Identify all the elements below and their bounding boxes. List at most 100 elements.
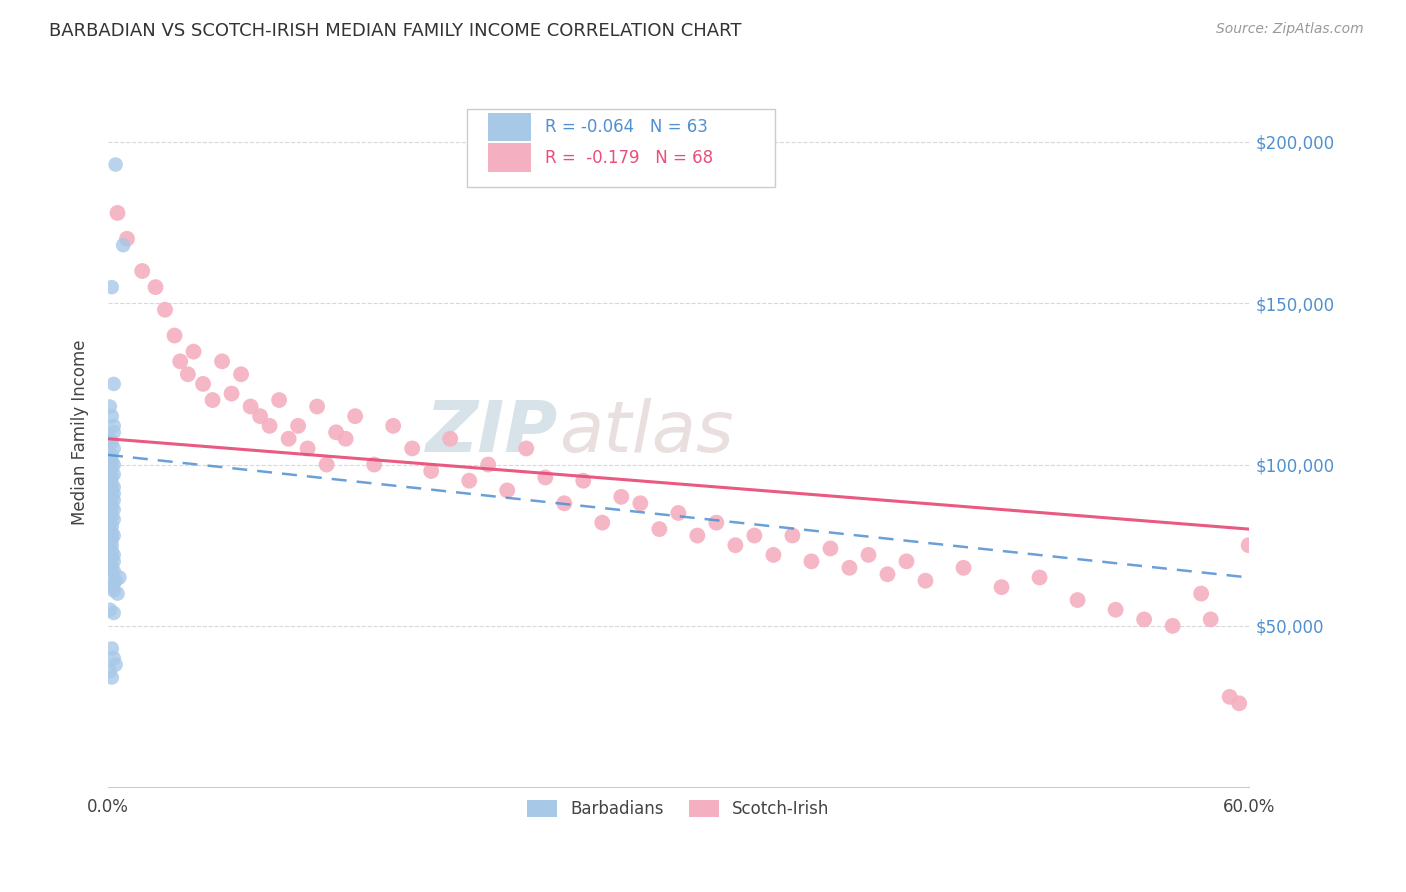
Point xyxy=(104,157,127,171)
Point xyxy=(98,490,121,504)
Point xyxy=(101,483,124,498)
Point xyxy=(98,506,121,520)
Text: atlas: atlas xyxy=(558,398,733,467)
Point xyxy=(103,467,125,482)
Point xyxy=(98,541,121,556)
Point xyxy=(628,496,651,510)
Point xyxy=(103,548,125,562)
Point xyxy=(103,577,125,591)
Point xyxy=(191,376,214,391)
Point xyxy=(98,558,121,572)
Point xyxy=(952,561,974,575)
Point xyxy=(666,506,689,520)
Point xyxy=(103,442,125,456)
Point xyxy=(104,574,127,588)
Point xyxy=(307,400,329,414)
Point xyxy=(98,451,121,466)
Point xyxy=(277,432,299,446)
Point xyxy=(103,606,125,620)
Point xyxy=(177,368,200,382)
Point xyxy=(183,344,205,359)
Point xyxy=(221,386,243,401)
Point xyxy=(201,392,224,407)
Point xyxy=(103,418,125,433)
Point xyxy=(782,528,804,542)
Point xyxy=(1161,619,1184,633)
Point xyxy=(112,238,135,252)
Point xyxy=(101,641,124,656)
Point xyxy=(101,544,124,558)
Point xyxy=(990,580,1012,594)
Point xyxy=(591,516,613,530)
Point xyxy=(1237,538,1260,552)
Point xyxy=(1133,612,1156,626)
Point xyxy=(103,512,125,526)
Point xyxy=(103,480,125,494)
Point xyxy=(107,586,129,600)
Point xyxy=(1227,696,1250,710)
Point xyxy=(101,409,124,424)
Text: R =  -0.179   N = 68: R = -0.179 N = 68 xyxy=(546,149,713,167)
Point xyxy=(103,493,125,508)
Point xyxy=(103,528,125,542)
Bar xyxy=(488,144,531,172)
Point xyxy=(239,400,262,414)
Point xyxy=(496,483,519,498)
Point xyxy=(744,528,766,542)
Point xyxy=(858,548,880,562)
Point xyxy=(325,425,347,440)
Point xyxy=(335,432,357,446)
Point xyxy=(101,509,124,524)
Point xyxy=(553,496,575,510)
Text: BARBADIAN VS SCOTCH-IRISH MEDIAN FAMILY INCOME CORRELATION CHART: BARBADIAN VS SCOTCH-IRISH MEDIAN FAMILY … xyxy=(49,22,742,40)
Point xyxy=(534,470,557,484)
Point xyxy=(101,454,124,468)
Point xyxy=(101,525,124,540)
Point xyxy=(163,328,186,343)
Point xyxy=(762,548,785,562)
Text: Source: ZipAtlas.com: Source: ZipAtlas.com xyxy=(1216,22,1364,37)
Point xyxy=(648,522,671,536)
Point xyxy=(249,409,271,424)
FancyBboxPatch shape xyxy=(467,110,775,187)
Point xyxy=(101,532,124,546)
Point xyxy=(363,458,385,472)
Point xyxy=(145,280,167,294)
Point xyxy=(896,554,918,568)
Point xyxy=(103,554,125,568)
Point xyxy=(101,448,124,462)
Point xyxy=(153,302,176,317)
Point xyxy=(914,574,936,588)
Point xyxy=(103,502,125,516)
Text: R = -0.064   N = 63: R = -0.064 N = 63 xyxy=(546,118,707,136)
Point xyxy=(297,442,319,456)
Point xyxy=(800,554,823,568)
Point xyxy=(259,418,281,433)
Point xyxy=(101,490,124,504)
Point xyxy=(103,651,125,665)
Point xyxy=(98,474,121,488)
Point xyxy=(1066,593,1088,607)
Point xyxy=(108,570,131,584)
Point xyxy=(98,516,121,530)
Point xyxy=(610,490,633,504)
Text: ZIP: ZIP xyxy=(426,398,558,467)
Point xyxy=(439,432,461,446)
Point xyxy=(401,442,423,456)
Point xyxy=(131,264,153,278)
Point xyxy=(98,522,121,536)
Legend: Barbadians, Scotch-Irish: Barbadians, Scotch-Irish xyxy=(520,794,837,825)
Point xyxy=(98,603,121,617)
Point xyxy=(382,418,405,433)
Point xyxy=(101,567,124,582)
Point xyxy=(101,500,124,514)
Point xyxy=(101,477,124,491)
Point xyxy=(98,496,121,510)
Point xyxy=(101,280,124,294)
Point xyxy=(98,464,121,478)
Point xyxy=(1189,586,1212,600)
Y-axis label: Median Family Income: Median Family Income xyxy=(72,340,89,525)
Point xyxy=(686,528,709,542)
Point xyxy=(229,368,252,382)
Point xyxy=(706,516,728,530)
